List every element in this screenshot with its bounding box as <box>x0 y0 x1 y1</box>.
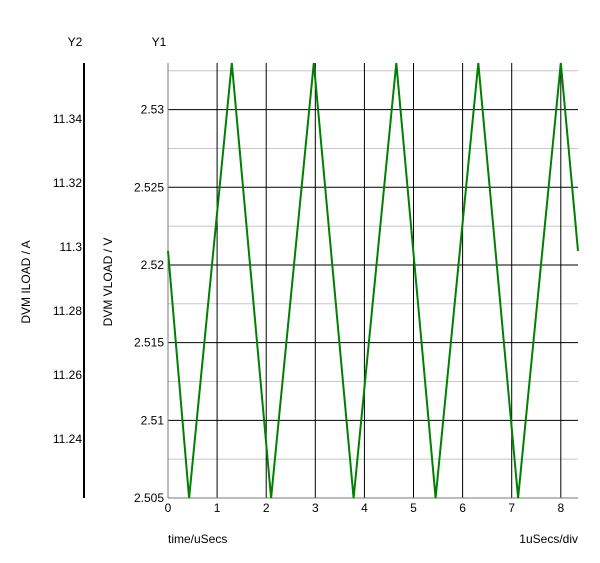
y2-axis-label: DVM ILOAD / A <box>19 240 33 323</box>
y2-axis-heading: Y2 <box>68 35 83 49</box>
y1-axis-label: DVM VLOAD / V <box>101 238 115 327</box>
y1-tick-label: 2.51 <box>141 413 165 427</box>
y2-tick-label: 11.3 <box>60 240 83 254</box>
y1-axis-heading: Y1 <box>152 35 167 49</box>
x-tick-label: 8 <box>557 501 564 515</box>
x-tick-label: 1 <box>214 501 221 515</box>
x-tick-labels: 0 1 2 3 4 5 6 7 8 <box>165 501 565 515</box>
y1-tick-label: 2.505 <box>134 491 164 505</box>
x-tick-label: 7 <box>508 501 515 515</box>
y1-tick-label: 2.52 <box>141 258 165 272</box>
y1-tick-label: 2.515 <box>134 336 164 350</box>
x-tick-label: 0 <box>165 501 172 515</box>
x-axis-scale-label: 1uSecs/div <box>519 532 578 546</box>
y1-tick-labels: 2.505 2.51 2.515 2.52 2.525 2.53 <box>134 103 164 505</box>
y2-tick-label: 11.28 <box>53 304 82 318</box>
x-tick-label: 6 <box>459 501 466 515</box>
y2-tick-label: 11.24 <box>53 432 82 446</box>
x-tick-label: 4 <box>361 501 368 515</box>
x-tick-label: 3 <box>312 501 319 515</box>
major-gridlines <box>168 63 578 498</box>
series-line <box>167 62 579 499</box>
y2-tick-label: 11.26 <box>53 368 82 382</box>
y2-tick-label: 11.34 <box>53 112 82 126</box>
plot-frame <box>167 63 578 499</box>
series-layer <box>167 62 579 499</box>
y2-tick-labels: 11.24 11.26 11.28 11.3 11.32 11.34 <box>53 112 82 446</box>
y1-tick-label: 2.53 <box>141 103 165 117</box>
x-tick-label: 5 <box>410 501 417 515</box>
y1-tick-label: 2.525 <box>134 180 164 194</box>
y2-tick-label: 11.32 <box>53 176 82 190</box>
x-tick-label: 2 <box>263 501 270 515</box>
x-axis-label: time/uSecs <box>168 532 227 546</box>
